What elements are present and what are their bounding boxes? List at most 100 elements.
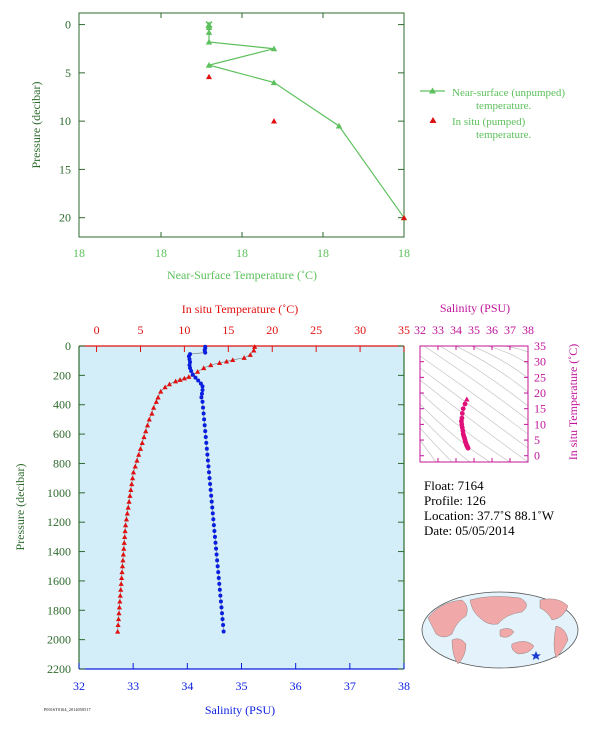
profile-temperature-point — [166, 381, 173, 387]
profile-temperature-tick-label: 25 — [310, 323, 322, 337]
profile-temperature-point — [115, 616, 122, 622]
float-location: Location: 37.7˚S 88.1˚W — [424, 508, 554, 523]
profile-salinity-point — [200, 399, 205, 404]
profile-salinity-point — [220, 617, 225, 622]
ts-y-tick-label: 20 — [534, 386, 546, 400]
ns-unpumped-point — [335, 122, 343, 129]
profile-temperature-point — [247, 352, 253, 357]
near-surface-series — [205, 21, 408, 221]
profile-y-tick-label: 400 — [53, 398, 71, 412]
profile-temperature-point — [141, 434, 147, 440]
profile-temperature-point — [115, 628, 121, 634]
world-map — [421, 591, 579, 669]
profile-y-axis-label: Pressure (decibar) — [13, 464, 27, 551]
profile-salinity-point — [212, 528, 217, 533]
ns-x-tick-label: 18 — [236, 246, 248, 260]
profile-salinity-tick-label: 36 — [290, 679, 302, 693]
ts-point — [465, 445, 471, 451]
ts-x-tick-label: 36 — [486, 323, 498, 337]
near-surface-plot-frame — [78, 12, 405, 238]
profile-salinity-point — [212, 534, 217, 539]
ns-x-tick-label: 18 — [317, 246, 329, 260]
profile-temperature-point — [123, 516, 130, 522]
ts-point — [462, 401, 468, 407]
ns-insitu-point — [206, 73, 212, 80]
profile-salinity-point — [201, 405, 206, 410]
profile-salinity-point — [199, 391, 204, 396]
profile-temperature-ticks: 0 5 10 15 20 25 30 35 — [94, 323, 410, 352]
profile-salinity-point — [211, 523, 216, 528]
profile-temperature-point — [136, 452, 142, 457]
profile-temperature-point — [119, 569, 125, 575]
profile-temperature-point — [120, 557, 126, 563]
profile-salinity-point — [205, 452, 210, 457]
ns-unpumped-point — [205, 38, 213, 45]
near-surface-x-axis-label: Near-Surface Temperature (˚C) — [167, 268, 317, 282]
ts-y-tick-label: 30 — [534, 355, 546, 369]
profile-temperature-point — [186, 374, 192, 379]
profile-temperature-point — [252, 344, 258, 349]
profile-salinity-point — [206, 464, 211, 469]
profile-temperature-point — [230, 357, 236, 363]
map-land — [427, 596, 569, 665]
profile-salinity-point — [205, 458, 210, 463]
profile-salinity-point — [216, 575, 221, 580]
ts-point — [460, 406, 466, 412]
profile-temperature-point — [122, 528, 128, 534]
profile-salinity-point — [200, 384, 205, 389]
profile-temperature-tick-label: 10 — [178, 323, 190, 337]
profile-temperature-point — [149, 410, 155, 416]
profile-temperature-point — [155, 394, 161, 400]
ts-plot-background — [420, 346, 528, 462]
profile-salinity-point — [221, 629, 226, 634]
ts-y-axis-label: In situ Temperature (˚C) — [566, 344, 580, 461]
profile-salinity-point — [202, 417, 207, 422]
near-surface-legend: Near-surface (unpumped) temperature. In … — [420, 87, 565, 141]
profile-salinity-tick-label: 32 — [73, 679, 85, 693]
profile-salinity-point — [213, 540, 218, 545]
profile-y-tick-label: 1800 — [47, 603, 71, 617]
profile-salinity-point — [193, 375, 198, 380]
profile-temperature-point — [117, 598, 123, 604]
profile-y-tick-label: 800 — [53, 456, 71, 470]
profile-temperature-point — [194, 369, 201, 374]
profile-salinity-tick-label: 33 — [127, 679, 139, 693]
profile-temperature-point — [129, 481, 135, 487]
profile-temperature-point — [122, 522, 129, 528]
profile-salinity-point — [217, 587, 222, 592]
profile-salinity-point — [221, 622, 226, 627]
profile-temperature-point — [129, 475, 136, 481]
profile-salinity-point — [207, 476, 212, 481]
legend-label-unpumped-line2: temperature. — [476, 100, 532, 112]
profile-temperature-point — [122, 534, 128, 539]
profile-salinity-point — [209, 493, 214, 498]
profile-salinity-point — [214, 552, 219, 557]
ts-x-tick-label: 38 — [522, 323, 534, 337]
ns-x-tick-label: 18 — [155, 246, 167, 260]
profile-salinity-point — [208, 482, 213, 487]
profile-temperature-point — [116, 604, 123, 610]
profile-temperature-point — [117, 592, 123, 598]
ns-y-tick-label: 20 — [59, 211, 71, 225]
ns-x-tick-label: 18 — [398, 246, 410, 260]
profile-salinity-point — [189, 368, 194, 373]
profile-salinity-point — [203, 350, 208, 355]
ts-y-tick-label: 10 — [534, 417, 546, 431]
ts-point — [459, 411, 465, 416]
profile-temperature-point — [121, 540, 127, 545]
footer-code: P0016T0164_2014050517 — [44, 707, 91, 712]
profile-salinity-point — [215, 564, 220, 569]
profile-top-axis-label: In situ Temperature (˚C) — [182, 302, 299, 316]
profile-temperature-tick-label: 30 — [354, 323, 366, 337]
profile-salinity-point — [211, 517, 216, 522]
profile-temperature-point — [177, 377, 183, 382]
ts-title: Salinity (PSU) — [440, 301, 510, 315]
profile-chart: 0200400600800100012001400160018002000220… — [13, 302, 410, 717]
legend-marker-insitu — [429, 117, 437, 123]
profile-temperature-point — [201, 365, 207, 371]
profile-temperature-point — [119, 575, 125, 581]
profile-salinity-ticks: 32 33 34 35 36 37 38 — [73, 663, 410, 693]
ns-y-tick-label: 15 — [59, 162, 71, 176]
